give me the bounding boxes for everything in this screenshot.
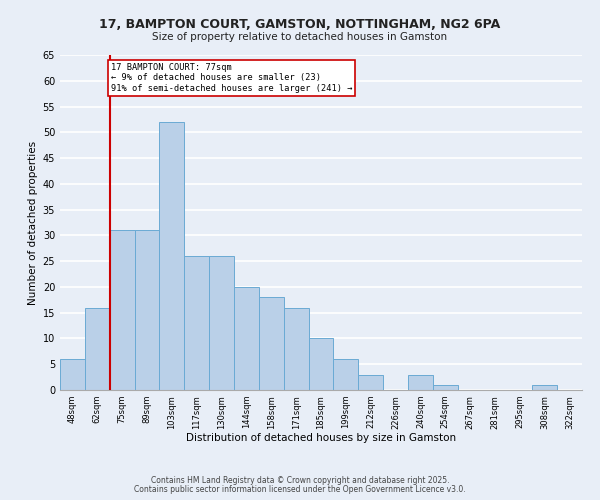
Bar	[85, 308, 110, 390]
Bar	[184, 256, 209, 390]
Text: Contains HM Land Registry data © Crown copyright and database right 2025.: Contains HM Land Registry data © Crown c…	[151, 476, 449, 485]
Text: Contains public sector information licensed under the Open Government Licence v3: Contains public sector information licen…	[134, 485, 466, 494]
Bar	[110, 230, 134, 390]
Bar	[259, 297, 284, 390]
Bar	[358, 374, 383, 390]
Bar	[60, 359, 85, 390]
X-axis label: Distribution of detached houses by size in Gamston: Distribution of detached houses by size …	[186, 433, 456, 443]
Bar	[134, 230, 160, 390]
Bar	[284, 308, 308, 390]
Bar	[532, 385, 557, 390]
Text: Size of property relative to detached houses in Gamston: Size of property relative to detached ho…	[152, 32, 448, 42]
Bar	[160, 122, 184, 390]
Text: 17, BAMPTON COURT, GAMSTON, NOTTINGHAM, NG2 6PA: 17, BAMPTON COURT, GAMSTON, NOTTINGHAM, …	[100, 18, 500, 30]
Bar	[408, 374, 433, 390]
Bar	[234, 287, 259, 390]
Text: 17 BAMPTON COURT: 77sqm
← 9% of detached houses are smaller (23)
91% of semi-det: 17 BAMPTON COURT: 77sqm ← 9% of detached…	[111, 62, 352, 92]
Y-axis label: Number of detached properties: Number of detached properties	[28, 140, 38, 304]
Bar	[209, 256, 234, 390]
Bar	[334, 359, 358, 390]
Bar	[308, 338, 334, 390]
Bar	[433, 385, 458, 390]
